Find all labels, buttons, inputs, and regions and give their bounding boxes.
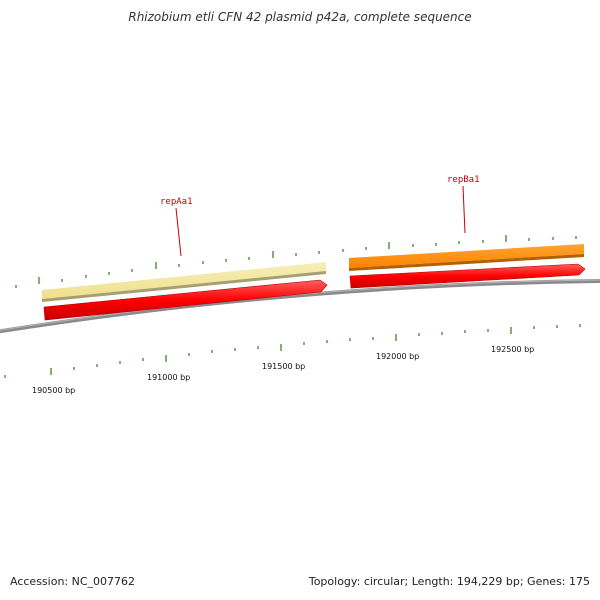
summary-text: Topology: circular; Length: 194,229 bp; … <box>308 575 590 588</box>
map-title: Rhizobium etli CFN 42 plasmid p42a, comp… <box>128 10 472 24</box>
accession-text: Accession: NC_007762 <box>10 575 136 588</box>
gene-feature-repBa1[interactable] <box>349 244 584 268</box>
bp-label: 191000 bp <box>147 373 190 382</box>
gene-feature-repAa1[interactable] <box>42 262 326 299</box>
bp-label: 190500 bp <box>32 386 75 395</box>
bp-label: 192500 bp <box>491 345 534 354</box>
bp-label: 191500 bp <box>262 362 305 371</box>
upper-ticks <box>15 235 577 288</box>
plasmid-backbone <box>0 279 600 334</box>
gene-feature-repBa1-shadow <box>349 254 584 271</box>
gene-feature-repAa1-shadow <box>42 271 326 302</box>
cds-arrow-repBa1[interactable] <box>349 263 586 289</box>
gene-label-repAa1: repAa1 <box>160 197 193 207</box>
lower-ticks <box>4 324 581 378</box>
bp-label: 192000 bp <box>376 352 419 361</box>
gene-label-leader-repAa1 <box>175 207 182 257</box>
gene-label-leader-repBa1 <box>462 185 466 234</box>
cds-arrow-repAa1[interactable] <box>43 279 328 321</box>
gene-label-repBa1: repBa1 <box>447 175 480 185</box>
